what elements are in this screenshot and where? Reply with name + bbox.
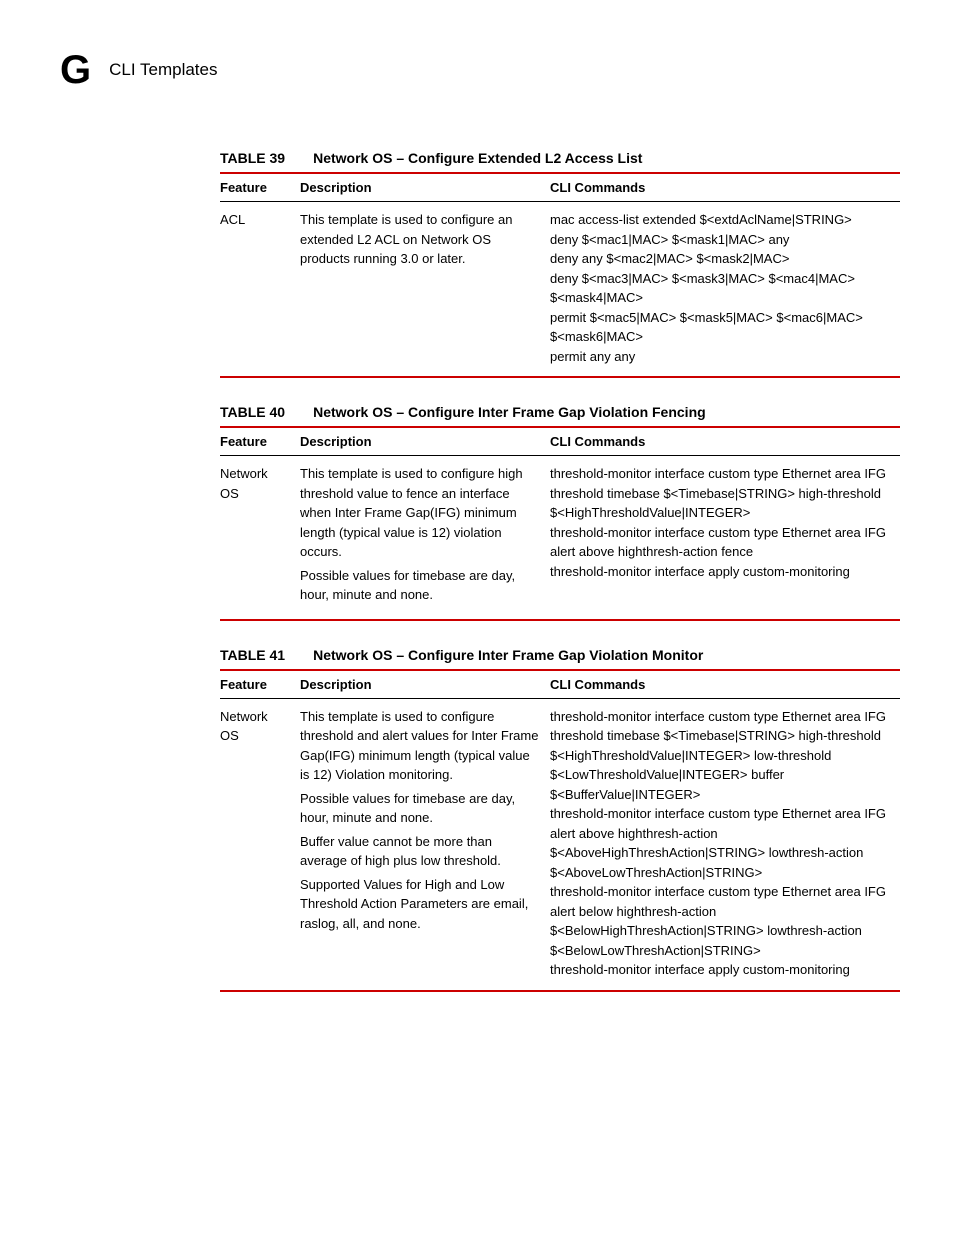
cell-cli-commands: threshold-monitor interface custom type … [550,698,900,991]
column-header-feature: Feature [220,173,300,202]
table-caption: TABLE 39 Network OS – Configure Extended … [220,150,900,166]
table-caption: TABLE 41 Network OS – Configure Inter Fra… [220,647,900,663]
table-title: Network OS – Configure Inter Frame Gap V… [313,404,706,420]
cell-description: This template is used to configure thres… [300,698,550,991]
cli-command-line: deny $<mac1|MAC> $<mask1|MAC> any [550,230,890,250]
page: G CLI Templates TABLE 39 Network OS – Con… [0,0,954,1235]
description-paragraph: Possible values for timebase are day, ho… [300,789,540,828]
table-caption: TABLE 40 Network OS – Configure Inter Fra… [220,404,900,420]
table-row: Network OSThis template is used to confi… [220,698,900,991]
cli-command-line: threshold-monitor interface apply custom… [550,960,890,980]
cli-command-line: deny $<mac3|MAC> $<mask3|MAC> $<mac4|MAC… [550,269,890,308]
column-header-cli: CLI Commands [550,670,900,699]
column-header-feature: Feature [220,427,300,456]
cli-command-line: deny any $<mac2|MAC> $<mask2|MAC> [550,249,890,269]
cell-cli-commands: mac access-list extended $<extdAclName|S… [550,202,900,378]
cli-command-line: threshold-monitor interface apply custom… [550,562,890,582]
cli-command-line: threshold-monitor interface custom type … [550,882,890,960]
column-header-description: Description [300,670,550,699]
table-block: TABLE 40 Network OS – Configure Inter Fra… [220,404,900,621]
section-title: CLI Templates [109,60,217,80]
cli-command-line: permit any any [550,347,890,367]
table-number: TABLE 40 [220,404,285,420]
cli-command-line: threshold-monitor interface custom type … [550,804,890,882]
description-paragraph: This template is used to configure an ex… [300,210,540,269]
cli-command-line: mac access-list extended $<extdAclName|S… [550,210,890,230]
table-row: ACLThis template is used to configure an… [220,202,900,378]
description-paragraph: Supported Values for High and Low Thresh… [300,875,540,934]
description-paragraph: Buffer value cannot be more than average… [300,832,540,871]
cli-command-line: threshold-monitor interface custom type … [550,464,890,523]
cli-command-line: threshold-monitor interface custom type … [550,707,890,805]
cli-command-line: permit $<mac5|MAC> $<mask5|MAC> $<mac6|M… [550,308,890,347]
table-title: Network OS – Configure Extended L2 Acces… [313,150,642,166]
data-table: FeatureDescriptionCLI CommandsNetwork OS… [220,669,900,992]
description-paragraph: This template is used to configure thres… [300,707,540,785]
page-header: G CLI Templates [60,50,894,90]
description-paragraph: This template is used to configure high … [300,464,540,562]
tables-container: TABLE 39 Network OS – Configure Extended … [60,150,894,992]
column-header-feature: Feature [220,670,300,699]
table-number: TABLE 41 [220,647,285,663]
data-table: FeatureDescriptionCLI CommandsNetwork OS… [220,426,900,621]
appendix-letter: G [60,50,91,90]
column-header-cli: CLI Commands [550,173,900,202]
cell-feature: ACL [220,202,300,378]
cell-description: This template is used to configure high … [300,456,550,620]
column-header-description: Description [300,173,550,202]
table-title: Network OS – Configure Inter Frame Gap V… [313,647,703,663]
table-block: TABLE 39 Network OS – Configure Extended … [220,150,900,378]
cell-description: This template is used to configure an ex… [300,202,550,378]
table-number: TABLE 39 [220,150,285,166]
description-paragraph: Possible values for timebase are day, ho… [300,566,540,605]
cli-command-line: threshold-monitor interface custom type … [550,523,890,562]
data-table: FeatureDescriptionCLI CommandsACLThis te… [220,172,900,378]
cell-cli-commands: threshold-monitor interface custom type … [550,456,900,620]
cell-feature: Network OS [220,456,300,620]
cell-feature: Network OS [220,698,300,991]
column-header-cli: CLI Commands [550,427,900,456]
column-header-description: Description [300,427,550,456]
table-row: Network OSThis template is used to confi… [220,456,900,620]
table-block: TABLE 41 Network OS – Configure Inter Fra… [220,647,900,992]
